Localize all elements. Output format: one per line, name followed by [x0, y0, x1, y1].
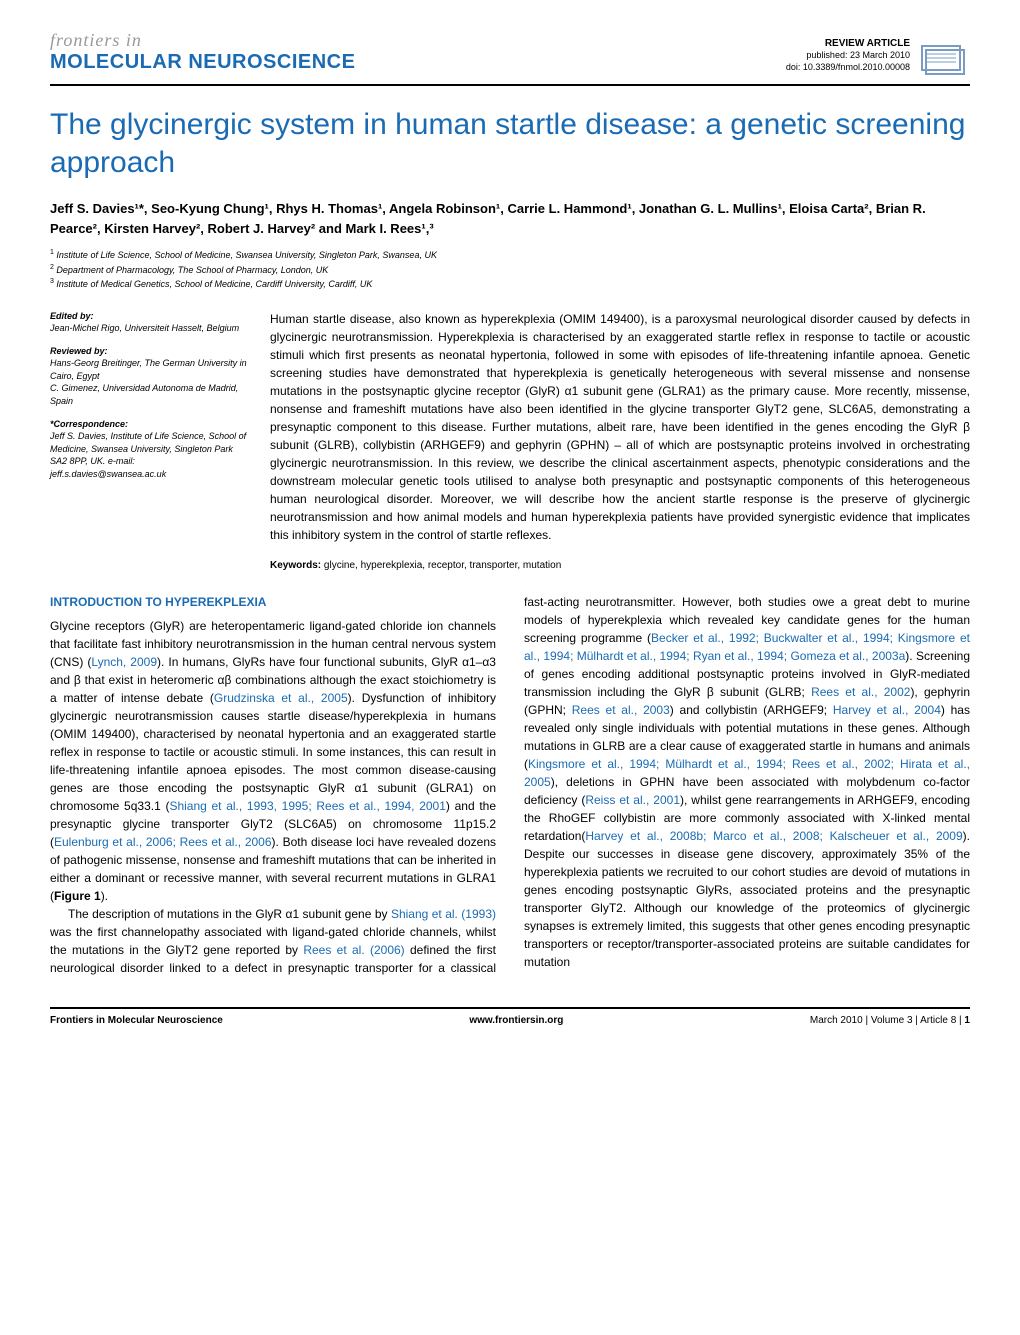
frontiers-logo-icon	[920, 30, 970, 80]
page-container: frontiers in MOLECULAR NEUROSCIENCE REVI…	[0, 0, 1020, 1056]
ref-link[interactable]: Harvey et al., 2004	[833, 703, 941, 717]
page-header: frontiers in MOLECULAR NEUROSCIENCE REVI…	[50, 30, 970, 86]
ref-link[interactable]: Shiang et al., 1993, 1995; Rees et al., …	[169, 799, 445, 813]
footer-url[interactable]: www.frontiersin.org	[469, 1015, 563, 1026]
article-title: The glycinergic system in human startle …	[50, 106, 970, 181]
edited-by-label: Edited by:	[50, 310, 250, 323]
journal-prefix: frontiers in	[50, 30, 355, 51]
header-right: REVIEW ARTICLE published: 23 March 2010 …	[786, 30, 970, 80]
correspondence-label: *Correspondence:	[50, 418, 250, 431]
journal-name-block: frontiers in MOLECULAR NEUROSCIENCE	[50, 30, 355, 74]
affiliation-3: 3 Institute of Medical Genetics, School …	[50, 277, 970, 292]
ref-link[interactable]: Reiss et al., 2001	[585, 793, 680, 807]
footer-journal: Frontiers in Molecular Neuroscience	[50, 1015, 223, 1026]
doi: doi: 10.3389/fnmol.2010.00008	[786, 62, 910, 74]
ref-link[interactable]: Rees et al., 2002	[811, 685, 910, 699]
author-list: Jeff S. Davies¹*, Seo-Kyung Chung¹, Rhys…	[50, 199, 970, 238]
abstract-column: Human startle disease, also known as hyp…	[270, 310, 970, 573]
correspondence-text: Jeff S. Davies, Institute of Life Scienc…	[50, 430, 250, 480]
page-number: 1	[964, 1015, 970, 1026]
footer-citation: March 2010 | Volume 3 | Article 8 | 1	[810, 1015, 970, 1026]
abstract-text: Human startle disease, also known as hyp…	[270, 310, 970, 544]
ref-link[interactable]: Lynch, 2009	[91, 655, 157, 669]
journal-name: MOLECULAR NEUROSCIENCE	[50, 51, 355, 74]
ref-link[interactable]: Eulenburg et al., 2006; Rees et al., 200…	[54, 835, 272, 849]
figure-ref[interactable]: Figure 1	[54, 889, 101, 903]
ref-link[interactable]: Grudzinska et al., 2005	[214, 691, 348, 705]
correspondence-block: *Correspondence: Jeff S. Davies, Institu…	[50, 418, 250, 481]
affiliation-2: 2 Department of Pharmacology, The School…	[50, 263, 970, 278]
keywords-line: Keywords: glycine, hyperekplexia, recept…	[270, 558, 970, 573]
affiliation-1: 1 Institute of Life Science, School of M…	[50, 248, 970, 263]
edited-by-text: Jean-Michel Rigo, Universiteit Hasselt, …	[50, 322, 250, 335]
edited-by-block: Edited by: Jean-Michel Rigo, Universitei…	[50, 310, 250, 335]
section-heading-intro: INTRODUCTION TO HYPEREKPLEXIA	[50, 593, 496, 611]
keywords-label: Keywords:	[270, 560, 321, 571]
ref-link[interactable]: Rees et al. (2006)	[303, 943, 404, 957]
keywords-text: glycine, hyperekplexia, receptor, transp…	[324, 560, 561, 571]
article-type: REVIEW ARTICLE	[786, 37, 910, 50]
reviewed-by-text-2: C. Gimenez, Universidad Autonoma de Madr…	[50, 382, 250, 407]
ref-link[interactable]: Shiang et al. (1993)	[391, 907, 496, 921]
ref-link[interactable]: Harvey et al., 2008b; Marco et al., 2008…	[585, 829, 962, 843]
affiliations: 1 Institute of Life Science, School of M…	[50, 248, 970, 292]
reviewed-by-text-1: Hans-Georg Breitinger, The German Univer…	[50, 357, 250, 382]
editorial-sidebar: Edited by: Jean-Michel Rigo, Universitei…	[50, 310, 250, 573]
pub-date: published: 23 March 2010	[786, 50, 910, 62]
reviewed-by-block: Reviewed by: Hans-Georg Breitinger, The …	[50, 345, 250, 408]
main-body: INTRODUCTION TO HYPEREKPLEXIA Glycine re…	[50, 593, 970, 977]
paragraph-1: Glycine receptors (GlyR) are heteropenta…	[50, 617, 496, 905]
abstract-row: Edited by: Jean-Michel Rigo, Universitei…	[50, 310, 970, 573]
page-footer: Frontiers in Molecular Neuroscience www.…	[50, 1007, 970, 1026]
reviewed-by-label: Reviewed by:	[50, 345, 250, 358]
publication-info: REVIEW ARTICLE published: 23 March 2010 …	[786, 37, 910, 73]
ref-link[interactable]: Rees et al., 2003	[572, 703, 670, 717]
